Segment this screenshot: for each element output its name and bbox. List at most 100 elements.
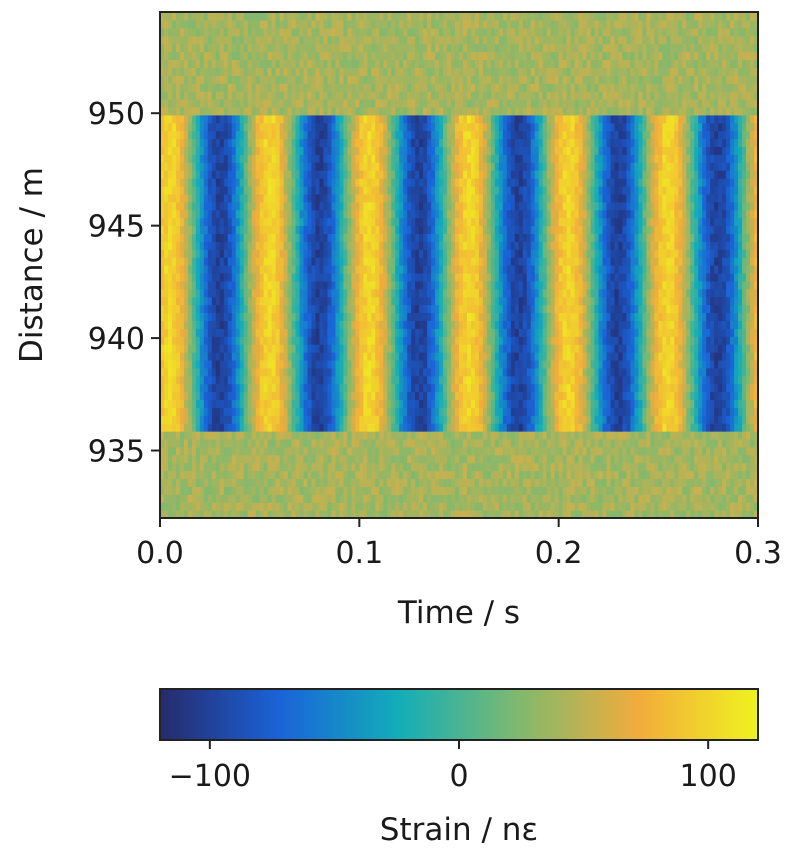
heatmap-cell [646, 470, 651, 480]
heatmap-cell [694, 415, 699, 424]
heatmap-cell [247, 438, 253, 448]
heatmap-cell [610, 320, 616, 329]
heatmap-cell [319, 494, 325, 503]
heatmap-cell [618, 407, 624, 416]
heatmap-cell [371, 502, 376, 511]
heatmap-cell [207, 351, 213, 361]
heatmap-cell [582, 265, 588, 274]
heatmap-cell [431, 288, 436, 298]
heatmap-cell [718, 312, 723, 321]
heatmap-cell [510, 312, 516, 321]
heatmap-cell [187, 367, 193, 377]
heatmap-cell [674, 359, 679, 369]
heatmap-cell [160, 454, 165, 464]
heatmap-cell [710, 257, 715, 266]
heatmap-cell [590, 462, 596, 472]
heatmap-cell [742, 288, 747, 298]
heatmap-cell [187, 470, 193, 480]
heatmap-cell [638, 328, 643, 337]
heatmap-cell [259, 265, 265, 274]
heatmap-cell [622, 494, 628, 503]
heatmap-cell [530, 351, 536, 361]
heatmap-cell [227, 296, 233, 306]
heatmap-cell [207, 359, 213, 369]
heatmap-cell [578, 359, 584, 369]
heatmap-cell [526, 272, 532, 282]
heatmap-cell [319, 288, 325, 298]
heatmap-cell [642, 272, 647, 282]
heatmap-cell [263, 494, 269, 503]
heatmap-cell [439, 399, 444, 408]
heatmap-cell [654, 359, 659, 369]
heatmap-cell [594, 375, 600, 385]
heatmap-cell [163, 502, 169, 511]
heatmap-cell [594, 257, 600, 266]
heatmap-cell [335, 407, 340, 416]
heatmap-cell [666, 415, 671, 424]
heatmap-cell [690, 423, 695, 432]
heatmap-cell [630, 502, 636, 511]
heatmap-cell [239, 494, 245, 503]
heatmap-cell [606, 478, 612, 487]
heatmap-cell [674, 288, 679, 298]
heatmap-cell [726, 351, 731, 361]
heatmap-cell [494, 296, 500, 306]
heatmap-cell [698, 399, 703, 408]
heatmap-cell [327, 351, 333, 361]
heatmap-cell [427, 359, 432, 369]
heatmap-cell [614, 328, 620, 337]
heatmap-cell [431, 272, 436, 282]
heatmap-cell [459, 494, 464, 503]
heatmap-cell [203, 399, 209, 408]
heatmap-cell [658, 391, 663, 401]
heatmap-cell [606, 328, 612, 337]
heatmap-cell [439, 446, 444, 456]
heatmap-cell [187, 375, 193, 385]
heatmap-cell [638, 454, 643, 464]
heatmap-cell [235, 257, 241, 266]
heatmap-cell [347, 265, 352, 274]
heatmap-cell [698, 423, 703, 432]
heatmap-cell [427, 391, 432, 401]
heatmap-cell [606, 375, 612, 385]
heatmap-cell [227, 344, 233, 353]
heatmap-cell [606, 486, 612, 495]
heatmap-cell [275, 288, 281, 298]
heatmap-cell [738, 502, 743, 511]
heatmap-cell [622, 272, 628, 282]
heatmap-cell [235, 383, 241, 393]
heatmap-cell [518, 383, 524, 393]
heatmap-cell [622, 359, 628, 369]
heatmap-cell [247, 446, 253, 456]
heatmap-cell [598, 454, 604, 464]
heatmap-cell [538, 265, 544, 274]
heatmap-cell [343, 423, 348, 432]
heatmap-cell [486, 296, 492, 306]
heatmap-cell [279, 296, 285, 306]
heatmap-cell [462, 486, 468, 495]
heatmap-cell [598, 257, 604, 266]
heatmap-cell [638, 272, 643, 282]
heatmap-cell [215, 296, 221, 306]
heatmap-cell [163, 375, 169, 385]
heatmap-cell [279, 288, 285, 298]
heatmap-cell [702, 351, 707, 361]
heatmap-cell [443, 312, 448, 321]
heatmap-cell [750, 431, 755, 440]
heatmap-cell [722, 304, 727, 314]
heatmap-cell [578, 478, 584, 487]
heatmap-cell [319, 478, 325, 487]
heatmap-cell [746, 375, 751, 385]
heatmap-cell [251, 407, 257, 416]
heatmap-cell [183, 288, 189, 298]
heatmap-cell [578, 431, 584, 440]
heatmap-cell [614, 399, 620, 408]
heatmap-cell [299, 407, 305, 416]
heatmap-cell [379, 431, 384, 440]
heatmap-cell [570, 359, 576, 369]
heatmap-cell [582, 391, 588, 401]
heatmap-cell [175, 446, 181, 456]
heatmap-cell [419, 438, 424, 448]
heatmap-cell [167, 446, 173, 456]
heatmap-cell [614, 359, 620, 369]
